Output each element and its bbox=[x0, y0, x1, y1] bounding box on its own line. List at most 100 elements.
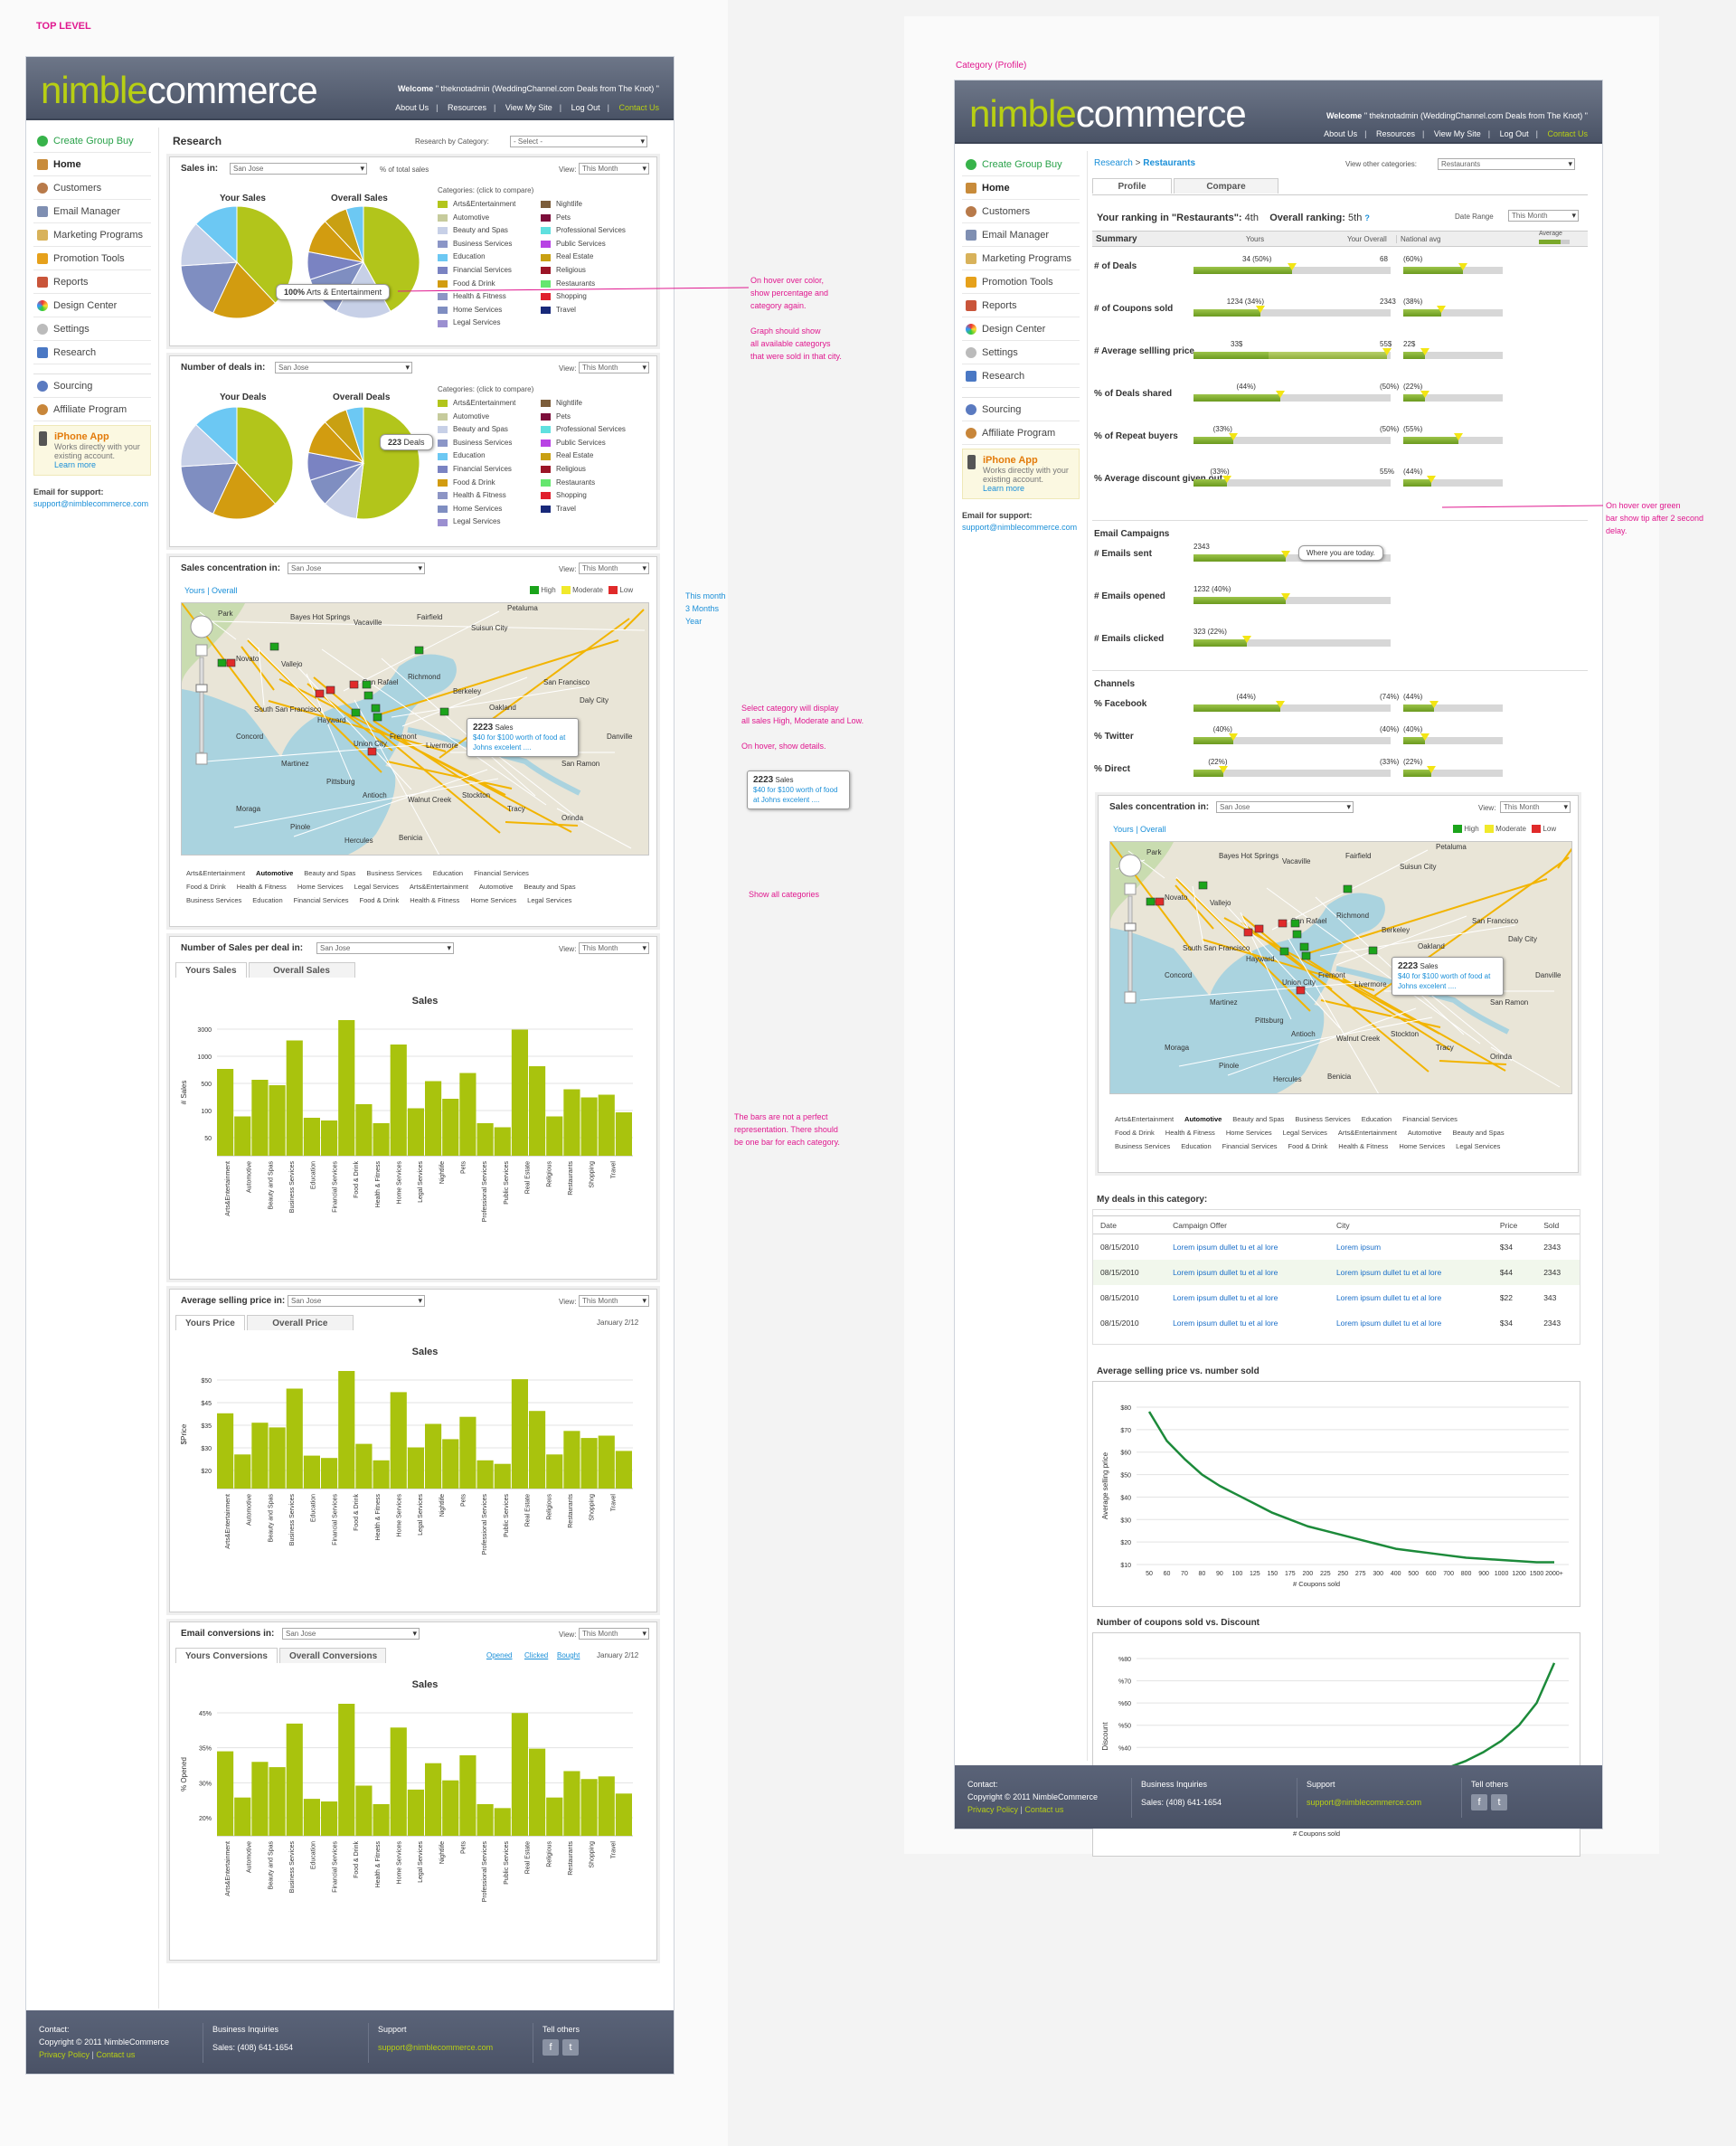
legend-item[interactable]: Legal Services bbox=[438, 515, 515, 529]
legend-item[interactable]: Shopping bbox=[541, 290, 626, 304]
category-link[interactable]: Health & Fitness bbox=[410, 896, 460, 904]
legend-item[interactable]: Pets bbox=[541, 212, 626, 225]
sidebar-item-reports[interactable]: Reports bbox=[33, 270, 151, 294]
deals-column-header[interactable]: Date bbox=[1093, 1215, 1166, 1234]
national-bar[interactable] bbox=[1403, 733, 1503, 744]
yours-bar[interactable] bbox=[1194, 391, 1391, 402]
category-link[interactable]: Financial Services bbox=[1222, 1142, 1278, 1150]
yours-bar[interactable] bbox=[1194, 766, 1391, 777]
view-my-site-link[interactable]: View My Site bbox=[505, 103, 552, 112]
category-link[interactable]: Education bbox=[1181, 1142, 1212, 1150]
sidebar-item-design-center[interactable]: Design Center bbox=[33, 294, 151, 317]
facebook-icon[interactable]: f bbox=[1471, 1794, 1487, 1810]
city-select[interactable]: San Jose bbox=[230, 163, 367, 175]
category-link[interactable]: Home Services bbox=[1225, 1129, 1272, 1137]
legend-item[interactable]: Automotive bbox=[438, 212, 515, 225]
legend-item[interactable]: Real Estate bbox=[541, 251, 626, 264]
create-group-buy-link[interactable]: Create Group Buy bbox=[33, 129, 151, 153]
tab-overall-price[interactable]: Overall Price bbox=[246, 1315, 354, 1330]
category-link[interactable]: Education bbox=[432, 869, 464, 877]
table-cell[interactable]: Lorem ipsum dullet tu et al lore bbox=[1328, 1259, 1493, 1285]
tab-profile[interactable]: Profile bbox=[1092, 178, 1172, 194]
email-view-select[interactable]: This Month bbox=[579, 1628, 649, 1640]
legend-item[interactable]: Professional Services bbox=[541, 423, 626, 437]
legend-item[interactable]: Financial Services bbox=[438, 463, 515, 477]
legend-item[interactable]: Public Services bbox=[541, 437, 626, 450]
resources-link[interactable]: Resources bbox=[447, 103, 486, 112]
category-link[interactable]: Food & Drink bbox=[359, 896, 400, 904]
category-link[interactable]: Automotive bbox=[478, 883, 514, 891]
legend-item[interactable]: Food & Drink bbox=[438, 477, 515, 490]
view-select[interactable]: This Month bbox=[579, 163, 649, 175]
legend-item[interactable]: Education bbox=[438, 449, 515, 463]
national-bar[interactable] bbox=[1403, 263, 1503, 274]
category-link[interactable]: Business Services bbox=[1115, 1142, 1171, 1150]
table-cell[interactable]: Lorem ipsum dullet tu et al lore bbox=[1165, 1259, 1329, 1285]
profile-logo[interactable]: nimblecommerce bbox=[969, 92, 1247, 135]
national-bar[interactable] bbox=[1403, 433, 1503, 444]
map-city-select[interactable]: San Jose bbox=[288, 562, 425, 574]
p-footer-support-email[interactable]: support@nimblecommerce.com bbox=[1307, 1798, 1422, 1807]
spd-view-select[interactable]: This Month bbox=[579, 942, 649, 954]
table-row[interactable]: 08/15/2010 Lorem ipsum dullet tu et al lo… bbox=[1093, 1234, 1580, 1260]
category-link[interactable]: Education bbox=[252, 896, 283, 904]
national-bar[interactable] bbox=[1403, 391, 1503, 402]
link-bought[interactable]: Bought bbox=[557, 1651, 580, 1659]
p-support-email[interactable]: support@nimblecommerce.com bbox=[962, 523, 1078, 532]
asp-city-select[interactable]: San Jose bbox=[288, 1295, 425, 1307]
sales-map[interactable]: Park Bayes Hot Springs Vacaville Fairfield S… bbox=[181, 602, 649, 856]
deals-column-header[interactable]: Sold bbox=[1536, 1215, 1580, 1234]
p-sidebar-research[interactable]: Research bbox=[962, 364, 1080, 388]
category-link[interactable]: Arts&Entertainment bbox=[1115, 1115, 1175, 1123]
legend-item[interactable]: Health & Fitness bbox=[438, 290, 515, 304]
p-learn-more[interactable]: Learn more bbox=[983, 484, 1025, 493]
legend-item[interactable]: Nightlife bbox=[541, 397, 626, 411]
p-map-view-select[interactable]: This Month bbox=[1500, 801, 1571, 813]
category-link[interactable]: Business Services bbox=[366, 869, 422, 877]
deals-column-header[interactable]: City bbox=[1328, 1215, 1493, 1234]
category-link[interactable]: Home Services bbox=[1399, 1142, 1446, 1150]
national-bar[interactable] bbox=[1403, 701, 1503, 712]
category-link[interactable]: Beauty and Spas bbox=[1452, 1129, 1505, 1137]
yours-bar[interactable] bbox=[1194, 263, 1391, 274]
date-range-select[interactable]: This Month bbox=[1508, 210, 1579, 222]
p-sidebar-sourcing[interactable]: Sourcing bbox=[962, 398, 1080, 421]
category-link[interactable]: Automotive bbox=[1407, 1129, 1442, 1137]
table-cell[interactable]: Lorem ipsum dullet tu et al lore bbox=[1335, 1292, 1442, 1302]
category-link[interactable]: Food & Drink bbox=[1115, 1129, 1155, 1137]
national-bar[interactable] bbox=[1403, 766, 1503, 777]
twitter-icon[interactable]: t bbox=[562, 2039, 579, 2056]
sidebar-item-home[interactable]: Home bbox=[33, 153, 151, 176]
deals-column-header[interactable]: Price bbox=[1492, 1215, 1537, 1234]
tab-compare[interactable]: Compare bbox=[1174, 178, 1278, 194]
yours-bar[interactable] bbox=[1194, 306, 1391, 317]
p-sidebar-settings[interactable]: Settings bbox=[962, 341, 1080, 364]
twitter-icon[interactable]: t bbox=[1491, 1794, 1507, 1810]
p-logout-link[interactable]: Log Out bbox=[1499, 129, 1529, 138]
legend-item[interactable]: Religious bbox=[541, 264, 626, 278]
category-link[interactable]: Health & Fitness bbox=[1338, 1142, 1389, 1150]
view-other-select[interactable]: Restaurants bbox=[1438, 158, 1575, 170]
tab-yours-price[interactable]: Yours Price bbox=[175, 1315, 245, 1330]
category-link[interactable]: Beauty and Spas bbox=[304, 869, 356, 877]
legend-item[interactable]: Legal Services bbox=[438, 317, 515, 330]
privacy-link[interactable]: Privacy Policy bbox=[39, 2050, 90, 2059]
legend-item[interactable]: Professional Services bbox=[541, 224, 626, 238]
national-bar[interactable] bbox=[1403, 306, 1503, 317]
legend-item[interactable]: Real Estate bbox=[541, 449, 626, 463]
email-bar[interactable] bbox=[1194, 551, 1391, 562]
sidebar-item-affiliate[interactable]: Affiliate Program bbox=[33, 398, 151, 421]
deals-city-select[interactable]: San Jose bbox=[275, 362, 412, 373]
legend-item[interactable]: Beauty and Spas bbox=[438, 423, 515, 437]
category-link[interactable]: Beauty and Spas bbox=[1232, 1115, 1285, 1123]
sidebar-item-email-manager[interactable]: Email Manager bbox=[33, 200, 151, 223]
legend-item[interactable]: Financial Services bbox=[438, 264, 515, 278]
p-footer-contact-link[interactable]: Contact us bbox=[1024, 1805, 1064, 1814]
category-link[interactable]: Financial Services bbox=[474, 869, 529, 877]
legend-item[interactable]: Business Services bbox=[438, 238, 515, 251]
category-link[interactable]: Arts&Entertainment bbox=[1337, 1129, 1397, 1137]
p-contact-link[interactable]: Contact Us bbox=[1547, 129, 1588, 138]
tab-overall-conversions[interactable]: Overall Conversions bbox=[278, 1648, 386, 1663]
legend-item[interactable]: Health & Fitness bbox=[438, 489, 515, 503]
table-cell[interactable]: Lorem ipsum dullet tu et al lore bbox=[1173, 1292, 1278, 1302]
